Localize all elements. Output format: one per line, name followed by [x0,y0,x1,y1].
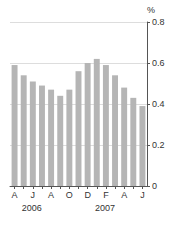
svg-text:0: 0 [152,181,157,191]
svg-text:%: % [147,5,155,15]
svg-text:J: J [140,190,145,200]
svg-text:0.4: 0.4 [152,99,165,109]
svg-text:F: F [103,190,109,200]
svg-text:0.2: 0.2 [152,140,165,150]
svg-text:2007: 2007 [95,203,115,213]
svg-text:O: O [66,190,73,200]
svg-text:A: A [12,190,18,200]
svg-text:A: A [121,190,127,200]
svg-text:D: D [84,190,91,200]
svg-text:0.8: 0.8 [152,17,165,27]
svg-text:0.6: 0.6 [152,58,165,68]
svg-text:2006: 2006 [22,203,42,213]
svg-text:J: J [31,190,36,200]
svg-text:A: A [48,190,54,200]
